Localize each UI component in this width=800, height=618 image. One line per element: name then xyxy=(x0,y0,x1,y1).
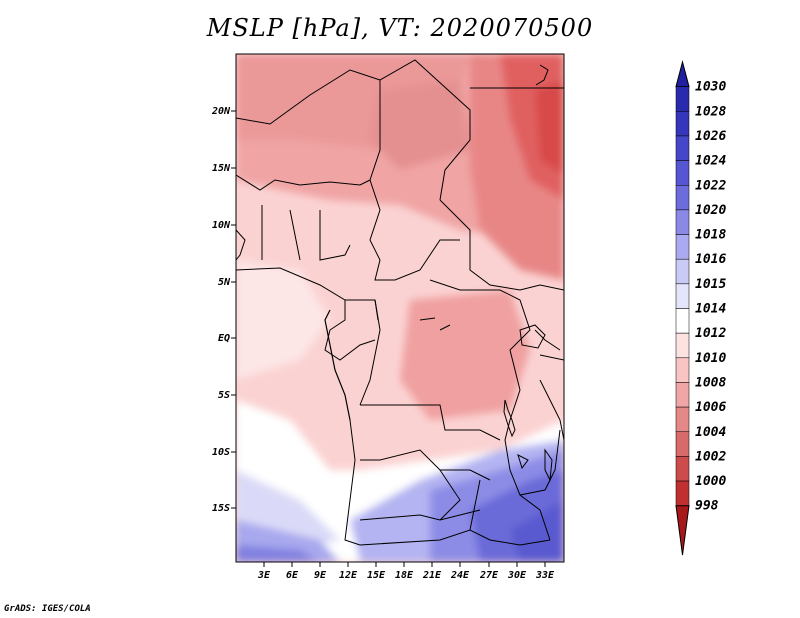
colorbar-label: 1020 xyxy=(695,203,726,218)
colorbar-segment xyxy=(675,160,690,186)
colorbar-label: 1004 xyxy=(695,425,726,440)
colorbar-label: 1002 xyxy=(695,449,726,464)
grads-credit: GrADS: IGES/COLA xyxy=(4,604,91,614)
colorbar-segment xyxy=(675,406,690,433)
lon-label: 3E xyxy=(257,570,271,581)
colorbar-label: 1022 xyxy=(695,178,726,193)
colorbar-segment xyxy=(675,111,690,137)
colorbar-bottom-arrow xyxy=(675,505,690,556)
colorbar-segment xyxy=(675,382,690,408)
lon-label: 24E xyxy=(450,570,470,581)
lon-label: 21E xyxy=(422,570,442,581)
colorbar-segment xyxy=(675,86,690,112)
lon-label: 27E xyxy=(479,570,499,581)
latitude-axis: 20N 15N 10N 5N EQ 5S 10S 15S xyxy=(211,106,236,514)
lat-label: 15N xyxy=(212,163,231,174)
colorbar-segment xyxy=(675,456,690,482)
lon-label: 9E xyxy=(314,570,327,581)
colorbar-segment xyxy=(675,480,690,506)
colorbar-label: 1024 xyxy=(695,154,726,169)
colorbar-segment xyxy=(675,185,690,211)
pressure-field xyxy=(236,54,564,562)
lat-label: 20N xyxy=(211,106,231,117)
country-borders xyxy=(236,59,564,546)
lat-label: 5S xyxy=(218,390,230,401)
colorbar-segment xyxy=(675,308,690,334)
colorbar-segment xyxy=(675,431,690,457)
colorbar-label: 1018 xyxy=(695,228,726,243)
colorbar-top-arrow xyxy=(675,60,690,88)
lon-label: 15E xyxy=(367,570,386,581)
colorbar-label: 1028 xyxy=(695,104,726,119)
lat-label: 5N xyxy=(218,277,231,288)
lon-label: 33E xyxy=(535,570,555,581)
colorbar-label: 1012 xyxy=(695,326,726,341)
colorbar-segment xyxy=(675,283,690,309)
colorbar-segment xyxy=(675,258,690,285)
colorbar: 1030 1028 1026 1024 1022 1020 1018 1016 1015 1014… xyxy=(675,60,726,556)
colorbar-label: 1030 xyxy=(695,80,726,95)
map-frame xyxy=(235,53,565,563)
lat-label: 10N xyxy=(212,220,231,231)
colorbar-label: 1006 xyxy=(695,400,726,415)
lon-label: 12E xyxy=(339,570,358,581)
lon-label: 30E xyxy=(507,570,527,581)
colorbar-label: 1014 xyxy=(695,302,726,317)
lat-label: EQ xyxy=(218,333,230,344)
colorbar-label: 1016 xyxy=(695,252,726,267)
colorbar-label: 1008 xyxy=(695,375,726,390)
longitude-axis: 3E 6E 9E 12E 15E 18E 21E 24E 27E 30E 33E xyxy=(257,562,555,581)
colorbar-label: 1026 xyxy=(695,129,726,144)
colorbar-segment xyxy=(675,357,690,383)
colorbar-segment xyxy=(675,332,690,359)
lon-label: 6E xyxy=(286,570,299,581)
colorbar-segment xyxy=(675,135,690,161)
colorbar-segment xyxy=(675,234,690,260)
map-title: MSLP [hPa], VT: 2020070500 xyxy=(206,14,594,42)
colorbar-label: 1015 xyxy=(695,277,726,292)
colorbar-label: 998 xyxy=(695,499,719,514)
colorbar-segment xyxy=(675,209,690,235)
lat-label: 15S xyxy=(212,503,230,514)
lon-label: 18E xyxy=(395,570,414,581)
colorbar-label: 1010 xyxy=(695,351,726,366)
colorbar-label: 1000 xyxy=(695,474,726,489)
lat-label: 10S xyxy=(212,447,230,458)
